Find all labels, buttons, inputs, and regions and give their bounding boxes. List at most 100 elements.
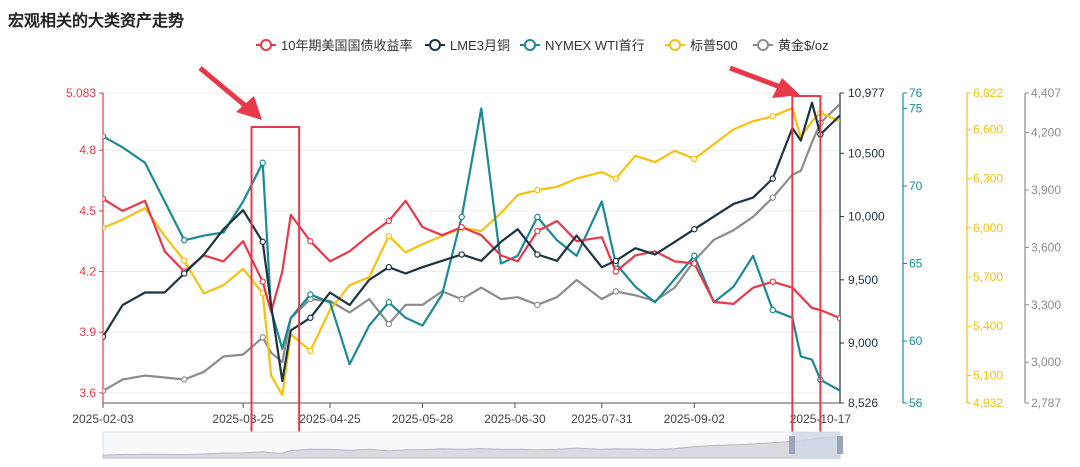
data-point	[691, 252, 698, 259]
legend-swatch-marker	[260, 39, 272, 51]
y1-tick-label: 4.5	[79, 204, 96, 218]
y4-tick-label: 6,300	[973, 172, 1003, 186]
zoom-slider[interactable]	[102, 431, 843, 459]
data-point	[458, 213, 465, 221]
zoom-preview	[102, 436, 841, 459]
series-line-3	[103, 106, 840, 397]
x-axis: 2025-02-03 2025-03-25 2025-04-25 2025-05-28…	[72, 402, 851, 426]
legend-label: NYMEX WTI首行	[545, 38, 645, 53]
series-lines	[103, 101, 840, 397]
data-point	[458, 251, 465, 258]
data-point	[691, 260, 698, 267]
arrow-shaft	[729, 65, 784, 91]
x-tick-label: 2025-02-03	[72, 412, 134, 426]
data-point	[534, 301, 541, 309]
data-point	[612, 288, 620, 295]
y5-tick-label: 4,200	[1031, 126, 1061, 140]
y3-tick-label: 70	[909, 179, 923, 193]
data-point	[769, 175, 776, 182]
legend-label: 黄金$/oz	[778, 38, 829, 53]
y1-tick-label: 3.6	[79, 386, 96, 400]
data-point	[836, 314, 840, 322]
data-point	[385, 232, 393, 240]
highlight-box	[791, 95, 822, 442]
data-point	[769, 113, 776, 120]
chart-legend[interactable]: 10年期美国国债收益率 LME3月铜 NYMEX WTI首行 标普500 黄金$/oz	[256, 38, 829, 53]
y4-tick-label: 6,822	[973, 86, 1003, 100]
y4-tick-label: 6,600	[973, 122, 1003, 136]
data-point	[612, 257, 620, 265]
x-tick-label: 2025-05-28	[392, 412, 454, 426]
y4-tick-label: 6,000	[973, 221, 1003, 235]
data-point	[458, 223, 465, 231]
zoom-window	[792, 432, 840, 458]
legend-label: LME3月铜	[450, 38, 510, 53]
data-point	[307, 291, 314, 298]
data-point	[259, 238, 266, 246]
data-point	[534, 186, 541, 194]
data-point	[307, 314, 314, 321]
data-point	[103, 387, 107, 395]
y5-tick-label: 4,407	[1031, 86, 1061, 100]
x-tick-label: 2025-09-02	[664, 412, 726, 426]
data-point	[612, 268, 620, 275]
annotation-arrows	[198, 65, 800, 120]
y3-tick-label: 56	[909, 396, 923, 410]
y1-tick-label: 4.2	[79, 265, 96, 279]
data-point	[534, 227, 541, 235]
x-tick-label: 2025-07-31	[571, 412, 633, 426]
x-tick-label: 2025-03-25	[212, 412, 274, 426]
data-point	[534, 213, 541, 221]
series-line-1	[103, 101, 840, 383]
data-point	[259, 334, 266, 341]
y-axes: 5.083 4.8 4.5 4.2 3.9 3.6 10,977 10,500 10,000 9,…	[66, 86, 1061, 410]
y2-tick-label: 10,977	[848, 86, 885, 100]
x-tick-label: 2025-04-25	[299, 412, 361, 426]
zoom-handle-left	[789, 436, 795, 454]
data-point	[307, 347, 314, 355]
data-point	[691, 226, 698, 233]
data-point	[103, 224, 107, 232]
y5-tick-label: 3,000	[1031, 355, 1061, 369]
data-point	[181, 270, 188, 277]
data-point	[769, 306, 776, 314]
y4-tick-label: 4,932	[973, 396, 1003, 410]
y1-tick-label: 5.083	[66, 86, 96, 100]
arrow-head	[236, 96, 262, 120]
chart-title: 宏观相关的大类资产走势	[8, 11, 185, 30]
data-point	[385, 263, 393, 271]
y4-tick-label: 5,100	[973, 368, 1003, 382]
legend-label: 标普500	[690, 38, 738, 53]
data-point	[103, 133, 107, 140]
y4-tick-label: 5,700	[973, 270, 1003, 284]
data-point	[103, 333, 107, 340]
data-point	[458, 295, 465, 303]
y2-tick-label: 10,000	[848, 210, 885, 224]
series-line-4	[103, 103, 840, 392]
data-point	[769, 278, 776, 285]
y1-tick-label: 3.9	[79, 325, 96, 339]
y3-tick-label: 75	[909, 102, 923, 116]
y5-tick-label: 3,600	[1031, 240, 1061, 254]
data-point	[181, 257, 188, 264]
y1-tick-label: 4.8	[79, 143, 96, 157]
y2-tick-label: 9,500	[848, 273, 878, 287]
data-point	[691, 155, 698, 163]
arrow-shaft	[198, 66, 250, 110]
data-point	[612, 175, 620, 182]
zoom-handle-right	[837, 436, 843, 454]
y2-tick-label: 8,526	[848, 396, 878, 410]
data-point	[385, 299, 393, 306]
legend-swatch-marker	[524, 39, 536, 51]
y5-tick-label: 2,787	[1031, 396, 1061, 410]
y3-tick-label: 65	[909, 257, 923, 271]
legend-swatch-marker	[429, 39, 441, 51]
data-point	[259, 278, 266, 285]
y4-tick-label: 5,400	[973, 319, 1003, 333]
series-line-2	[103, 107, 840, 392]
y5-tick-label: 3,300	[1031, 298, 1061, 312]
highlight-boxes	[250, 95, 822, 442]
data-point	[307, 238, 314, 245]
y5-tick-label: 3,900	[1031, 183, 1061, 197]
